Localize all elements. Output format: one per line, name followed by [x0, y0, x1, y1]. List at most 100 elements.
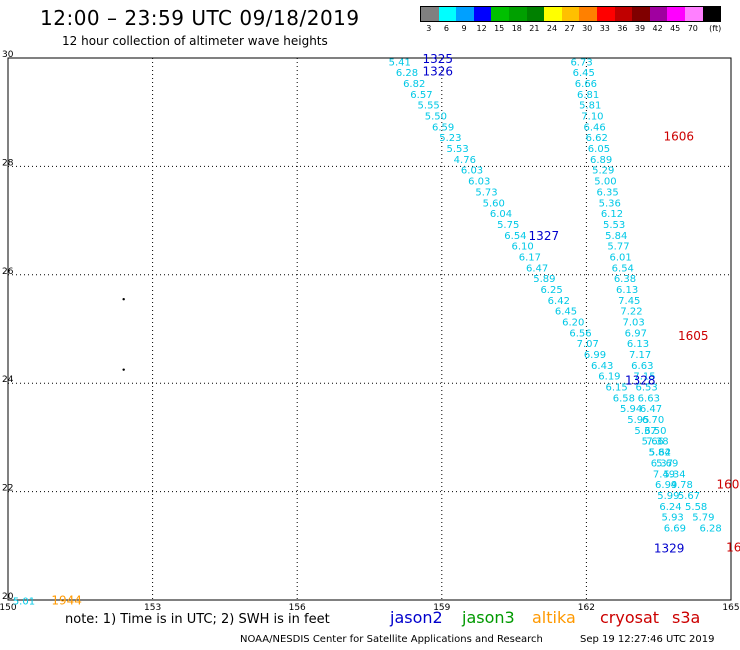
scale-label: 3: [426, 24, 432, 33]
scale-swatch: [526, 7, 545, 21]
swh-value: 7.38: [646, 437, 668, 448]
longitude-tick-label: 150: [0, 603, 17, 613]
swh-value: 5.69: [656, 458, 678, 469]
swh-value: 6.53: [636, 383, 658, 394]
scale-swatch: [438, 7, 457, 21]
longitude-tick-label: 162: [578, 603, 595, 613]
generated-timestamp: Sep 19 12:27:46 UTC 2019: [580, 634, 715, 645]
swh-value: 6.99: [655, 480, 677, 491]
swh-value: 6.57: [410, 90, 432, 101]
swh-value: 5.67: [678, 491, 700, 502]
swh-value: 6.42: [548, 296, 570, 307]
swh-value: 5.29: [592, 166, 614, 177]
map-frame: [7, 57, 732, 601]
scale-label: 33: [599, 24, 610, 33]
swh-value: 6.01: [609, 252, 631, 263]
swh-value: 5.60: [483, 198, 505, 209]
swh-value: 6.03: [461, 166, 483, 177]
scale-unit: (ft): [709, 24, 722, 33]
wave-height-color-scale: 3 6 9 12 15 18 21 24 27 30 33 36 39 42 45 70 (ft): [420, 6, 721, 34]
swh-value: 6.13: [616, 285, 638, 296]
swh-value: 6.69: [664, 523, 686, 534]
swh-value: 6.47: [640, 404, 662, 415]
latitude-tick-label: 24: [2, 375, 14, 385]
swh-value: 5.53: [446, 144, 468, 155]
swh-value: 6.37: [651, 458, 673, 469]
scale-label: 70: [687, 24, 698, 33]
swh-value: 7.03: [623, 317, 645, 328]
corner-label: 1944: [51, 593, 82, 607]
scale-label: 24: [546, 24, 558, 33]
swh-value: 5.75: [497, 220, 519, 231]
scale-label: 30: [582, 24, 593, 33]
swh-value: 5.23: [439, 133, 461, 144]
swh-value: 5.81: [579, 101, 601, 112]
scale-swatch: [561, 7, 580, 21]
legend-jason3: jason3: [462, 608, 515, 627]
swh-value: 6.70: [642, 415, 664, 426]
scale-label: 15: [494, 24, 505, 33]
scale-swatch: [491, 7, 509, 21]
swh-value: 5.77: [607, 242, 629, 253]
swh-value: 5.66: [642, 437, 664, 448]
swh-value: 7.10: [581, 112, 603, 123]
longitude-tick-label: 156: [289, 603, 306, 613]
scale-swatch: [684, 7, 703, 21]
scale-swatch: [667, 7, 685, 21]
swh-value: 6.63: [638, 393, 660, 404]
pass-time-label: 1606: [664, 130, 695, 144]
swh-value: 6.54: [612, 263, 634, 274]
swh-value: 6.63: [631, 361, 653, 372]
swh-value: 5.84: [649, 448, 671, 459]
scale-label: 6: [443, 24, 449, 33]
swh-value: 6.28: [396, 68, 418, 79]
swh-value: 6.45: [573, 68, 595, 79]
scale-swatch: [421, 7, 439, 21]
swh-value: 7.17: [629, 350, 651, 361]
swh-value: 7.15: [633, 372, 655, 383]
swh-value: 6.81: [577, 90, 599, 101]
scale-swatch: [579, 7, 597, 21]
swh-value: 5.36: [599, 198, 621, 209]
scale-label: 36: [617, 24, 628, 33]
latitude-tick-label: 22: [2, 484, 13, 494]
swh-value: 5.00: [594, 177, 616, 188]
swh-value: 6.15: [606, 383, 628, 394]
swh-value: 6.82: [403, 79, 425, 90]
swh-value: 5.79: [692, 513, 714, 524]
swh-value: 6.54: [504, 231, 526, 242]
swh-value: 6.13: [627, 339, 649, 350]
scale-label: 12: [476, 24, 487, 33]
scale-swatch: [473, 7, 492, 21]
scale-label: 21: [529, 24, 540, 33]
longitude-tick-label: 165: [722, 603, 739, 613]
swh-value: 5.95: [627, 415, 649, 426]
swh-value: 5.73: [475, 187, 497, 198]
swh-value: 6.43: [591, 361, 613, 372]
scale-swatch: [456, 7, 474, 21]
swh-value: 7.07: [577, 339, 599, 350]
latitude-tick-label: 20: [2, 592, 14, 602]
swh-value: 5.50: [425, 112, 447, 123]
swh-value: 5.93: [662, 513, 684, 524]
swh-value: 5.89: [533, 274, 555, 285]
map-dot: [122, 368, 125, 371]
swh-value: 7.45: [618, 296, 640, 307]
swh-value: 6.73: [570, 57, 592, 68]
scale-swatch: [702, 7, 721, 21]
pass-time-label: 1605: [678, 329, 709, 343]
legend-cryosat: cryosat: [600, 608, 660, 627]
swh-value: 5.94: [620, 404, 642, 415]
swh-value: 6.58: [613, 393, 635, 404]
swh-value: 5.37: [634, 426, 656, 437]
swh-value: 6.04: [490, 209, 512, 220]
scale-label: 27: [564, 24, 575, 33]
map-dot: [122, 297, 125, 301]
longitude-tick-label: 153: [144, 603, 161, 613]
swh-value: 6.24: [659, 502, 681, 513]
swh-value: 6.28: [700, 523, 722, 534]
pass-time-label: 1325: [423, 52, 454, 66]
pass-time-label: 1604: [726, 540, 740, 554]
pass-time-label: 1328: [625, 373, 656, 387]
